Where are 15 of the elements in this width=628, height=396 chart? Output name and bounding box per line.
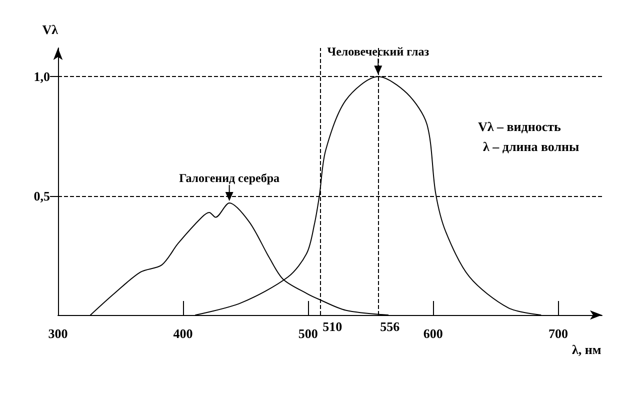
x-tick-label: 400 [173, 326, 193, 341]
y-axis-title: Vλ [42, 22, 59, 37]
x-tick-label: 300 [48, 326, 68, 341]
ref-line-label: 556 [380, 319, 400, 334]
annotation: Галогенид серебра [179, 170, 280, 185]
x-tick-label: 500 [298, 326, 318, 341]
annotation: Vλ – видность [478, 119, 562, 134]
x-tick-label: 600 [423, 326, 443, 341]
x-axis-title: λ, нм [572, 342, 602, 357]
x-tick-label: 700 [548, 326, 568, 341]
annotation: λ – длина волны [483, 139, 580, 154]
y-tick-label: 0,5 [34, 188, 50, 204]
ref-line-label: 510 [322, 319, 342, 334]
annotation: Человеческий глаз [327, 44, 430, 59]
y-tick-label: 1,0 [34, 69, 50, 84]
